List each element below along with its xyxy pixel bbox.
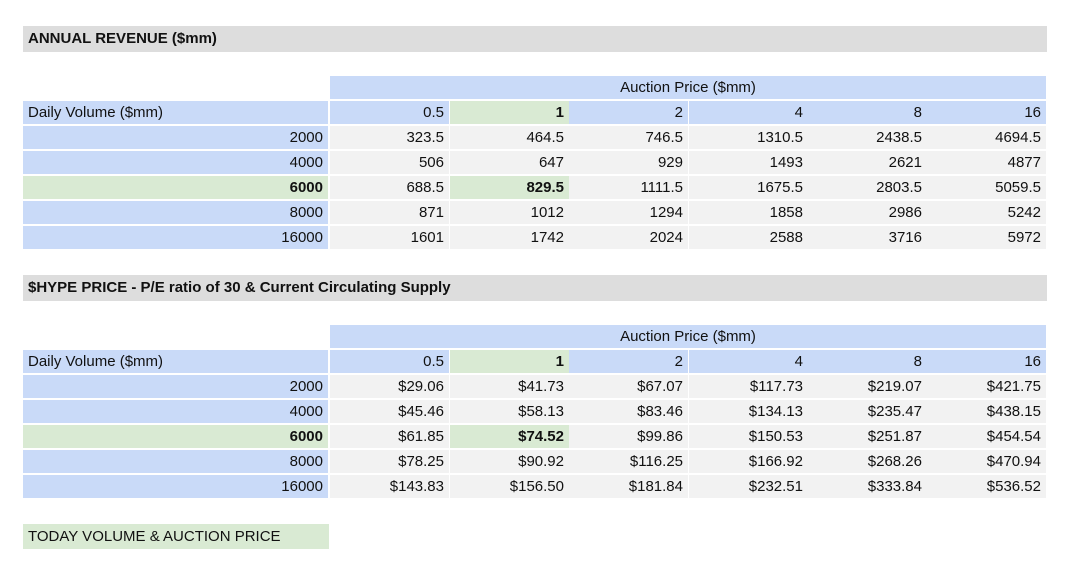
table-cell: 464.5 [450,126,569,149]
table-cell: $454.54 [927,425,1046,448]
table-cell: $45.46 [330,400,449,423]
table-cell: 1858 [689,201,808,224]
table-cell: 2803.5 [808,176,927,199]
row-label: 16000 [23,226,328,249]
table-cell: $181.84 [569,475,688,498]
row-label: 16000 [23,475,328,498]
table-cell: $219.07 [808,375,927,398]
table-cell: $235.47 [808,400,927,423]
table-cell: $29.06 [330,375,449,398]
table-cell: 647 [450,151,569,174]
row-label: 8000 [23,450,328,473]
row-label: 6000 [23,425,328,448]
row-label: 6000 [23,176,328,199]
table-cell: $536.52 [927,475,1046,498]
table-cell: 5242 [927,201,1046,224]
table-cell: 929 [569,151,688,174]
table-cell: 2986 [808,201,927,224]
table-cell: 746.5 [569,126,688,149]
column-header: 8 [808,101,927,124]
column-header: 4 [689,350,808,373]
column-header: 16 [927,101,1046,124]
table-cell: 2588 [689,226,808,249]
table-cell: 3716 [808,226,927,249]
row-label: 2000 [23,126,328,149]
annual-revenue-header: ANNUAL REVENUE ($mm) [23,26,1047,52]
table-cell: 5972 [927,226,1046,249]
table-cell: 1493 [689,151,808,174]
table-cell: 4694.5 [927,126,1046,149]
column-header: 1 [450,101,569,124]
table-cell: $116.25 [569,450,688,473]
table-cell: $150.53 [689,425,808,448]
auction-price-title: Auction Price ($mm) [330,325,1046,348]
table-cell: 1294 [569,201,688,224]
column-header: 16 [927,350,1046,373]
table-cell: 1310.5 [689,126,808,149]
table-cell: 688.5 [330,176,449,199]
row-label: 4000 [23,151,328,174]
table-cell: 1742 [450,226,569,249]
table-cell: 4877 [927,151,1046,174]
table-cell: $67.07 [569,375,688,398]
column-header: 2 [569,350,688,373]
row-header-label: Daily Volume ($mm) [23,101,328,124]
table-cell: 2621 [808,151,927,174]
table-cell: $232.51 [689,475,808,498]
table-cell: $134.13 [689,400,808,423]
table-cell: $78.25 [330,450,449,473]
table-cell: $99.86 [569,425,688,448]
hype-price-header: $HYPE PRICE - P/E ratio of 30 & Current … [23,275,1047,301]
column-header: 4 [689,101,808,124]
table-cell: $421.75 [927,375,1046,398]
column-header: 1 [450,350,569,373]
table-cell: $268.26 [808,450,927,473]
column-header: 0.5 [330,350,449,373]
today-volume-legend: TODAY VOLUME & AUCTION PRICE [23,524,329,549]
table-cell: $438.15 [927,400,1046,423]
row-label: 4000 [23,400,328,423]
column-header: 0.5 [330,101,449,124]
table-cell: $333.84 [808,475,927,498]
table-cell: $61.85 [330,425,449,448]
table-cell: 323.5 [330,126,449,149]
table-cell: $251.87 [808,425,927,448]
column-header: 2 [569,101,688,124]
table-cell: 1012 [450,201,569,224]
row-label: 2000 [23,375,328,398]
table-cell: 1675.5 [689,176,808,199]
row-header-label: Daily Volume ($mm) [23,350,328,373]
table-cell: 2024 [569,226,688,249]
table-cell: $166.92 [689,450,808,473]
table-cell: 1601 [330,226,449,249]
table-cell: 871 [330,201,449,224]
table-cell: $470.94 [927,450,1046,473]
table-cell: $74.52 [450,425,569,448]
table-cell: $156.50 [450,475,569,498]
table-cell: $58.13 [450,400,569,423]
table-cell: 506 [330,151,449,174]
table-cell: $117.73 [689,375,808,398]
column-header: 8 [808,350,927,373]
table-cell: 829.5 [450,176,569,199]
table-cell: 5059.5 [927,176,1046,199]
table-cell: $41.73 [450,375,569,398]
table-cell: $90.92 [450,450,569,473]
table-cell: $143.83 [330,475,449,498]
table-cell: 1111.5 [569,176,688,199]
row-label: 8000 [23,201,328,224]
table-cell: $83.46 [569,400,688,423]
auction-price-title: Auction Price ($mm) [330,76,1046,99]
table-cell: 2438.5 [808,126,927,149]
